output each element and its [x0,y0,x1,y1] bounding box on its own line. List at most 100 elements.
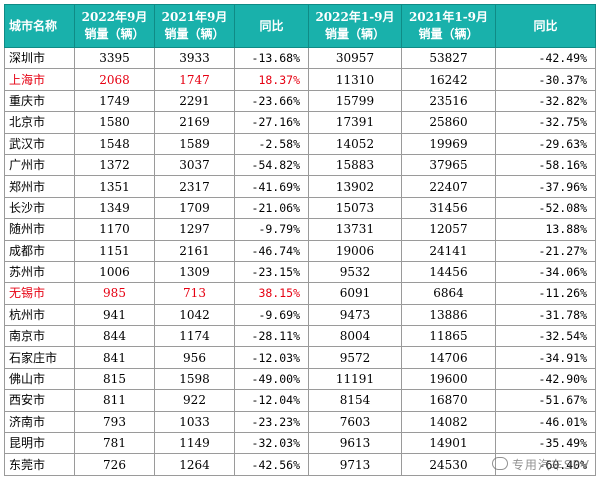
cell-ytd-2022: 6091 [308,282,402,305]
cell-ytd-2021: 23516 [401,89,496,113]
cell-ytd-2022: 9532 [308,260,402,284]
cell-ytd-2021: 24530 [401,453,496,476]
cell-ytd-2021: 14901 [401,432,496,455]
cell-ytd-2021: 25860 [401,111,496,134]
cell-city: 昆明市 [4,432,75,455]
cell-ytd-yoy: -32.54% [495,325,596,348]
cell-ytd-2021: 11865 [401,325,496,348]
cell-month-2022: 844 [74,325,155,348]
cell-ytd-2022: 15073 [308,196,402,220]
cell-city: 佛山市 [4,367,75,391]
cell-ytd-2021: 16870 [401,389,496,412]
cell-month-2022: 941 [74,303,155,327]
cell-ytd-2022: 11191 [308,367,402,391]
cell-month-2021: 1174 [154,325,235,348]
cell-city: 成都市 [4,239,75,262]
wechat-icon [491,457,508,470]
cell-month-2021: 1264 [154,453,235,476]
cell-city: 东莞市 [4,453,75,476]
cell-month-2022: 1749 [74,89,155,113]
header-ytd-2022: 2022年1-9月 销量（辆） [308,4,402,48]
cell-month-2021: 713 [154,282,235,305]
cell-ytd-2022: 19006 [308,239,402,262]
cell-month-2021: 1309 [154,260,235,284]
cell-ytd-2022: 9713 [308,453,402,476]
cell-ytd-yoy: -52.08% [495,196,596,220]
cell-ytd-2022: 9572 [308,346,402,369]
cell-month-yoy: -13.68% [234,46,309,70]
header-month-2021: 2021年9月 销量（辆） [154,4,235,48]
cell-month-2021: 1033 [154,410,235,434]
cell-month-2021: 2161 [154,239,235,262]
table-row: 昆明市 781 1149 -32.03% 9613 14901 -35.49% [4,432,596,455]
cell-month-2021: 922 [154,389,235,412]
cell-city: 武汉市 [4,132,75,155]
cell-month-yoy: -12.04% [234,389,309,412]
cell-month-2022: 985 [74,282,155,305]
cell-ytd-yoy: -21.27% [495,239,596,262]
cell-ytd-yoy: -29.63% [495,132,596,155]
cell-ytd-2022: 15799 [308,89,402,113]
city-sales-table: 城市名称 2022年9月 销量（辆） 2021年9月 销量（辆） 同比 2022年1… [4,4,596,476]
cell-city: 苏州市 [4,260,75,284]
cell-month-yoy: -9.79% [234,218,309,241]
cell-month-2022: 1170 [74,218,155,241]
cell-month-yoy: -32.03% [234,432,309,455]
cell-month-2022: 1006 [74,260,155,284]
cell-city: 南京市 [4,325,75,348]
table-row: 武汉市 1548 1589 -2.58% 14052 19969 -29.63% [4,132,596,155]
cell-month-yoy: -23.66% [234,89,309,113]
cell-ytd-2022: 15883 [308,153,402,177]
cell-month-2022: 1349 [74,196,155,220]
cell-ytd-yoy: -11.26% [495,282,596,305]
cell-ytd-2021: 19969 [401,132,496,155]
cell-month-yoy: -9.69% [234,303,309,327]
cell-ytd-2021: 53827 [401,46,496,70]
cell-month-2021: 3933 [154,46,235,70]
cell-ytd-2022: 30957 [308,46,402,70]
cell-month-2022: 781 [74,432,155,455]
cell-ytd-yoy: -32.75% [495,111,596,134]
cell-ytd-2022: 11310 [308,68,402,91]
table-row: 济南市 793 1033 -23.23% 7603 14082 -46.01% [4,410,596,434]
cell-ytd-2021: 22407 [401,175,496,198]
table-row: 深圳市 3395 3933 -13.68% 30957 53827 -42.49% [4,46,596,70]
cell-ytd-yoy: -58.16% [495,153,596,177]
cell-city: 深圳市 [4,46,75,70]
cell-ytd-yoy: -42.49% [495,46,596,70]
cell-ytd-yoy: -32.82% [495,89,596,113]
cell-ytd-2021: 16242 [401,68,496,91]
cell-city: 西安市 [4,389,75,412]
cell-city: 无锡市 [4,282,75,305]
cell-month-2022: 1151 [74,239,155,262]
cell-ytd-2022: 8154 [308,389,402,412]
cell-month-2021: 1747 [154,68,235,91]
cell-month-2021: 1042 [154,303,235,327]
cell-ytd-yoy: -46.01% [495,410,596,434]
cell-ytd-2022: 8004 [308,325,402,348]
table-row: 苏州市 1006 1309 -23.15% 9532 14456 -34.06% [4,260,596,284]
cell-ytd-2021: 24141 [401,239,496,262]
table-row: 北京市 1580 2169 -27.16% 17391 25860 -32.75% [4,111,596,134]
table-row: 东莞市 726 1264 -42.56% 9713 24530 -60.40% [4,453,596,476]
cell-month-yoy: -46.74% [234,239,309,262]
cell-ytd-2021: 14456 [401,260,496,284]
cell-month-2021: 956 [154,346,235,369]
table-row: 石家庄市 841 956 -12.03% 9572 14706 -34.91% [4,346,596,369]
table-row: 南京市 844 1174 -28.11% 8004 11865 -32.54% [4,325,596,348]
cell-ytd-2022: 9613 [308,432,402,455]
table-row: 无锡市 985 713 38.15% 6091 6864 -11.26% [4,282,596,305]
table-row: 佛山市 815 1598 -49.00% 11191 19600 -42.90% [4,367,596,391]
cell-month-yoy: -54.82% [234,153,309,177]
cell-month-2022: 1372 [74,153,155,177]
table-row: 随州市 1170 1297 -9.79% 13731 12057 13.88% [4,218,596,241]
cell-month-yoy: -41.69% [234,175,309,198]
table-row: 重庆市 1749 2291 -23.66% 15799 23516 -32.82% [4,89,596,113]
cell-month-yoy: -2.58% [234,132,309,155]
cell-month-yoy: 38.15% [234,282,309,305]
cell-ytd-2022: 17391 [308,111,402,134]
sales-table-container: 城市名称 2022年9月 销量（辆） 2021年9月 销量（辆） 同比 2022年1… [4,4,596,476]
cell-ytd-2022: 9473 [308,303,402,327]
cell-month-2022: 841 [74,346,155,369]
table-row: 广州市 1372 3037 -54.82% 15883 37965 -58.16% [4,153,596,177]
